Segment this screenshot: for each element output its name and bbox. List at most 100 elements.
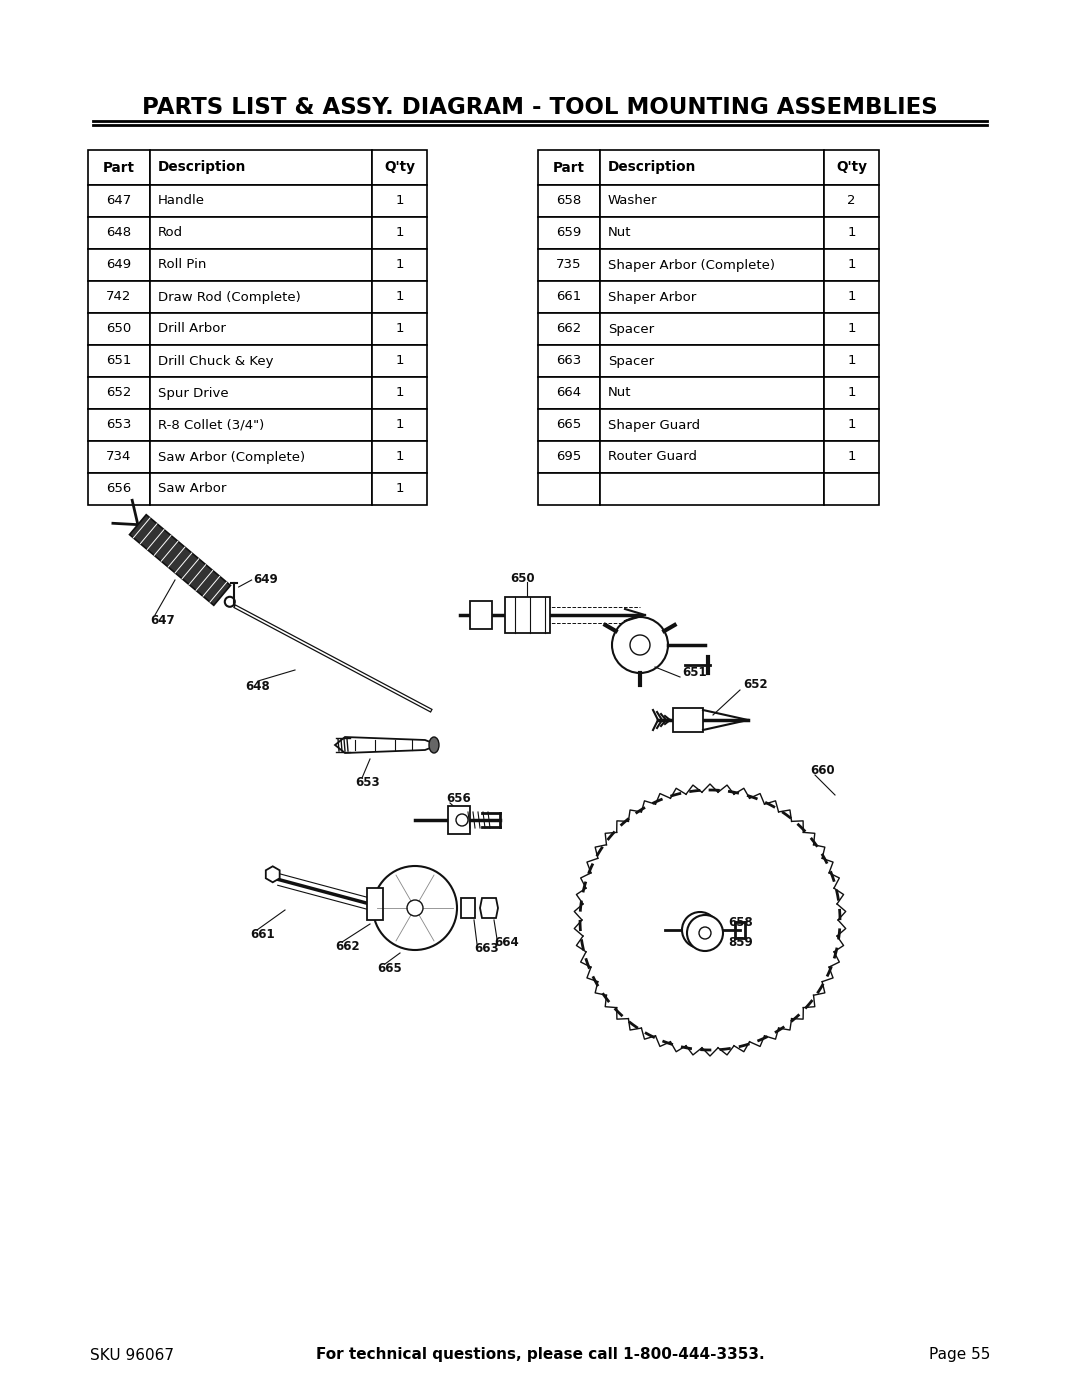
- Circle shape: [630, 636, 650, 655]
- Bar: [600, 217, 824, 249]
- Bar: [600, 474, 824, 504]
- Text: 665: 665: [556, 419, 582, 432]
- Text: Washer: Washer: [608, 194, 658, 208]
- Text: 1: 1: [847, 419, 855, 432]
- Text: 656: 656: [106, 482, 132, 496]
- Bar: [824, 474, 879, 504]
- Text: 1: 1: [395, 323, 404, 335]
- Bar: [150, 217, 372, 249]
- Bar: [600, 313, 824, 345]
- Circle shape: [694, 923, 706, 936]
- Text: Drill Chuck & Key: Drill Chuck & Key: [158, 355, 273, 367]
- Bar: [538, 184, 600, 217]
- Bar: [87, 281, 150, 313]
- Text: Router Guard: Router Guard: [608, 450, 697, 464]
- Bar: [87, 345, 150, 377]
- Bar: [824, 184, 879, 217]
- Text: 1: 1: [395, 226, 404, 239]
- Bar: [87, 441, 150, 474]
- Bar: [150, 281, 372, 313]
- Bar: [600, 249, 824, 281]
- Bar: [87, 409, 150, 441]
- Text: 734: 734: [106, 450, 132, 464]
- Text: Draw Rod (Complete): Draw Rod (Complete): [158, 291, 300, 303]
- Bar: [87, 149, 150, 184]
- Circle shape: [699, 928, 711, 939]
- Bar: [824, 281, 879, 313]
- Text: 1: 1: [395, 482, 404, 496]
- Text: Spacer: Spacer: [608, 323, 654, 335]
- Text: 1: 1: [847, 387, 855, 400]
- Text: Q'ty: Q'ty: [384, 161, 415, 175]
- Text: 650: 650: [510, 571, 535, 584]
- Text: 664: 664: [494, 936, 518, 950]
- Text: SKU 96067: SKU 96067: [90, 1348, 174, 1362]
- Ellipse shape: [429, 738, 438, 753]
- Text: Nut: Nut: [608, 226, 632, 239]
- Text: 1: 1: [395, 258, 404, 271]
- Bar: [150, 249, 372, 281]
- Text: 1: 1: [395, 355, 404, 367]
- Bar: [372, 441, 427, 474]
- Bar: [600, 149, 824, 184]
- Bar: [372, 345, 427, 377]
- Bar: [600, 281, 824, 313]
- Bar: [150, 474, 372, 504]
- Bar: [448, 806, 470, 834]
- Text: Saw Arbor: Saw Arbor: [158, 482, 227, 496]
- Bar: [824, 441, 879, 474]
- Text: For technical questions, please call 1-800-444-3353.: For technical questions, please call 1-8…: [315, 1348, 765, 1362]
- Polygon shape: [266, 866, 280, 883]
- Text: 650: 650: [106, 323, 132, 335]
- Text: 649: 649: [254, 574, 279, 587]
- Text: 658: 658: [728, 915, 753, 929]
- Text: Spacer: Spacer: [608, 355, 654, 367]
- Circle shape: [681, 912, 718, 949]
- Text: Saw Arbor (Complete): Saw Arbor (Complete): [158, 450, 306, 464]
- Bar: [372, 184, 427, 217]
- Text: 651: 651: [681, 666, 706, 679]
- Text: 859: 859: [728, 936, 753, 949]
- Text: 653: 653: [106, 419, 132, 432]
- Bar: [673, 708, 703, 732]
- Text: Shaper Guard: Shaper Guard: [608, 419, 700, 432]
- Bar: [461, 898, 475, 918]
- Text: 1: 1: [847, 323, 855, 335]
- Bar: [600, 184, 824, 217]
- Text: Drill Arbor: Drill Arbor: [158, 323, 226, 335]
- Bar: [150, 184, 372, 217]
- Bar: [87, 474, 150, 504]
- Polygon shape: [480, 898, 498, 918]
- Bar: [150, 377, 372, 409]
- Text: 663: 663: [474, 942, 499, 954]
- Text: 1: 1: [395, 194, 404, 208]
- Bar: [824, 217, 879, 249]
- Text: 664: 664: [556, 387, 581, 400]
- Bar: [87, 377, 150, 409]
- Bar: [538, 345, 600, 377]
- Text: 1: 1: [847, 355, 855, 367]
- Text: 662: 662: [335, 940, 360, 953]
- Bar: [600, 409, 824, 441]
- Text: 1: 1: [847, 291, 855, 303]
- Bar: [824, 409, 879, 441]
- Bar: [600, 345, 824, 377]
- Bar: [372, 409, 427, 441]
- Bar: [538, 249, 600, 281]
- Bar: [538, 217, 600, 249]
- Text: Rod: Rod: [158, 226, 184, 239]
- Text: 662: 662: [556, 323, 582, 335]
- Bar: [367, 888, 383, 921]
- Bar: [824, 313, 879, 345]
- Text: Spur Drive: Spur Drive: [158, 387, 229, 400]
- Text: Nut: Nut: [608, 387, 632, 400]
- Circle shape: [456, 814, 468, 826]
- Bar: [600, 441, 824, 474]
- Text: 658: 658: [556, 194, 582, 208]
- Text: 665: 665: [377, 961, 402, 975]
- Text: 651: 651: [106, 355, 132, 367]
- Text: Handle: Handle: [158, 194, 205, 208]
- Text: 1: 1: [847, 258, 855, 271]
- Text: 659: 659: [556, 226, 582, 239]
- Bar: [87, 313, 150, 345]
